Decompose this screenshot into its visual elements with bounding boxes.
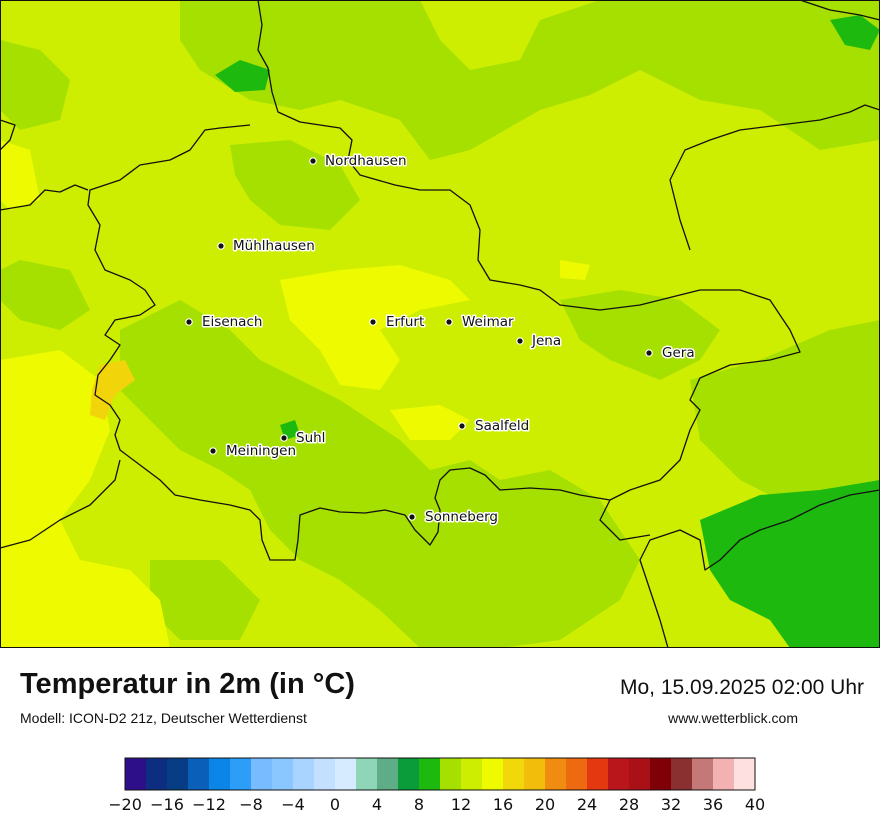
color-scale-tick-label: 36 bbox=[703, 795, 723, 814]
color-scale-tick-label: 24 bbox=[577, 795, 597, 814]
color-scale-bin bbox=[524, 758, 546, 790]
city-nordhausen[interactable]: Nordhausen bbox=[309, 152, 408, 171]
color-scale-bins bbox=[124, 757, 756, 791]
color-scale-tick-label: −20 bbox=[110, 795, 142, 814]
color-scale-bin bbox=[230, 758, 252, 790]
color-scale-bin bbox=[461, 758, 483, 790]
temp-zone-10c bbox=[215, 15, 880, 648]
color-scale-bin bbox=[314, 758, 336, 790]
city-label: Suhl bbox=[296, 430, 325, 446]
temperature-map: Nordhausen Mühlhausen Eisenach Erfurt We… bbox=[0, 0, 880, 648]
city-markers: Nordhausen Mühlhausen Eisenach Erfurt We… bbox=[185, 152, 696, 527]
color-scale-bin bbox=[419, 758, 441, 790]
color-scale-bin bbox=[440, 758, 462, 790]
city-gera[interactable]: Gera bbox=[645, 344, 696, 363]
map-title: Temperatur in 2m (in °C) bbox=[20, 668, 355, 700]
temp-zone-12c bbox=[0, 0, 880, 648]
city-saalfeld[interactable]: Saalfeld bbox=[458, 417, 531, 436]
color-scale-tick-label: 8 bbox=[414, 795, 424, 814]
color-scale-bin bbox=[377, 758, 399, 790]
color-scale-bin bbox=[188, 758, 210, 790]
city-label: Meiningen bbox=[226, 443, 296, 459]
color-scale-bin bbox=[692, 758, 714, 790]
color-scale-bin bbox=[209, 758, 231, 790]
city-jena[interactable]: Jena bbox=[516, 332, 563, 351]
model-info: Modell: ICON-D2 21z, Deutscher Wetterdie… bbox=[20, 710, 307, 726]
color-scale-tick-label: −4 bbox=[281, 795, 305, 814]
color-scale-tick-label: 20 bbox=[535, 795, 555, 814]
color-scale-bin bbox=[650, 758, 672, 790]
color-scale-bin bbox=[272, 758, 294, 790]
city-meiningen[interactable]: Meiningen bbox=[209, 442, 298, 461]
color-scale-bin bbox=[545, 758, 567, 790]
color-scale-bin bbox=[293, 758, 315, 790]
color-scale-bin bbox=[734, 758, 756, 790]
color-scale-tick-label: 4 bbox=[372, 795, 382, 814]
website-link[interactable]: www.wetterblick.com bbox=[668, 710, 798, 726]
color-scale-tick-label: 28 bbox=[619, 795, 639, 814]
color-scale-tick-label: 0 bbox=[330, 795, 340, 814]
thuringia-border bbox=[87, 0, 801, 561]
color-scale: −20 −16 −12 −8 −4 0 4 8 12 16 20 24 28 32 36 40 bbox=[110, 757, 765, 814]
city-label: Jena bbox=[531, 333, 561, 349]
city-label: Sonneberg bbox=[425, 509, 498, 525]
hesse-border bbox=[0, 119, 16, 151]
color-scale-tick-label: 12 bbox=[451, 795, 471, 814]
city-label: Weimar bbox=[462, 314, 514, 330]
color-scale-tick-label: 32 bbox=[661, 795, 681, 814]
city-label: Gera bbox=[662, 345, 695, 361]
color-scale-bin bbox=[146, 758, 168, 790]
saxony-border bbox=[639, 489, 880, 648]
color-scale-tick-label: −8 bbox=[239, 795, 263, 814]
city-label: Erfurt bbox=[386, 314, 424, 330]
color-scale-bin bbox=[629, 758, 651, 790]
color-scale-bin bbox=[167, 758, 189, 790]
color-scale-bin bbox=[566, 758, 588, 790]
forecast-datetime: Mo, 15.09.2025 02:00 Uhr bbox=[619, 676, 864, 699]
color-scale-ticks: −20 −16 −12 −8 −4 0 4 8 12 16 20 24 28 32 36 40 bbox=[110, 795, 765, 814]
border-lines bbox=[0, 0, 880, 648]
city-eisenach[interactable]: Eisenach bbox=[185, 313, 264, 332]
color-scale-tick-label: −12 bbox=[192, 795, 226, 814]
color-scale-tick-label: 16 bbox=[493, 795, 513, 814]
color-scale-bin bbox=[335, 758, 357, 790]
color-scale-bin bbox=[503, 758, 525, 790]
color-scale-bin bbox=[125, 758, 147, 790]
city-label: Eisenach bbox=[202, 314, 262, 330]
color-scale-bin bbox=[251, 758, 273, 790]
city-erfurt[interactable]: Erfurt bbox=[369, 313, 426, 332]
city-suhl[interactable]: Suhl bbox=[280, 429, 327, 448]
city-label: Nordhausen bbox=[325, 153, 407, 169]
color-scale-tick-label: 40 bbox=[745, 795, 765, 814]
color-scale-bin bbox=[713, 758, 735, 790]
city-sonneberg[interactable]: Sonneberg bbox=[408, 508, 500, 527]
color-scale-bin bbox=[587, 758, 609, 790]
color-scale-bin bbox=[356, 758, 378, 790]
color-scale-frame bbox=[124, 757, 756, 791]
city-label: Mühlhausen bbox=[233, 238, 315, 254]
city-label: Saalfeld bbox=[475, 418, 529, 434]
color-scale-bin bbox=[671, 758, 693, 790]
color-scale-bin bbox=[482, 758, 504, 790]
city-muehlhausen[interactable]: Mühlhausen bbox=[217, 237, 316, 256]
temp-zone-16c bbox=[0, 140, 590, 648]
color-scale-tick-label: −16 bbox=[150, 795, 184, 814]
temp-zone-18c bbox=[90, 360, 135, 420]
color-scale-bin bbox=[398, 758, 420, 790]
city-weimar[interactable]: Weimar bbox=[445, 313, 516, 332]
color-scale-bin bbox=[608, 758, 630, 790]
